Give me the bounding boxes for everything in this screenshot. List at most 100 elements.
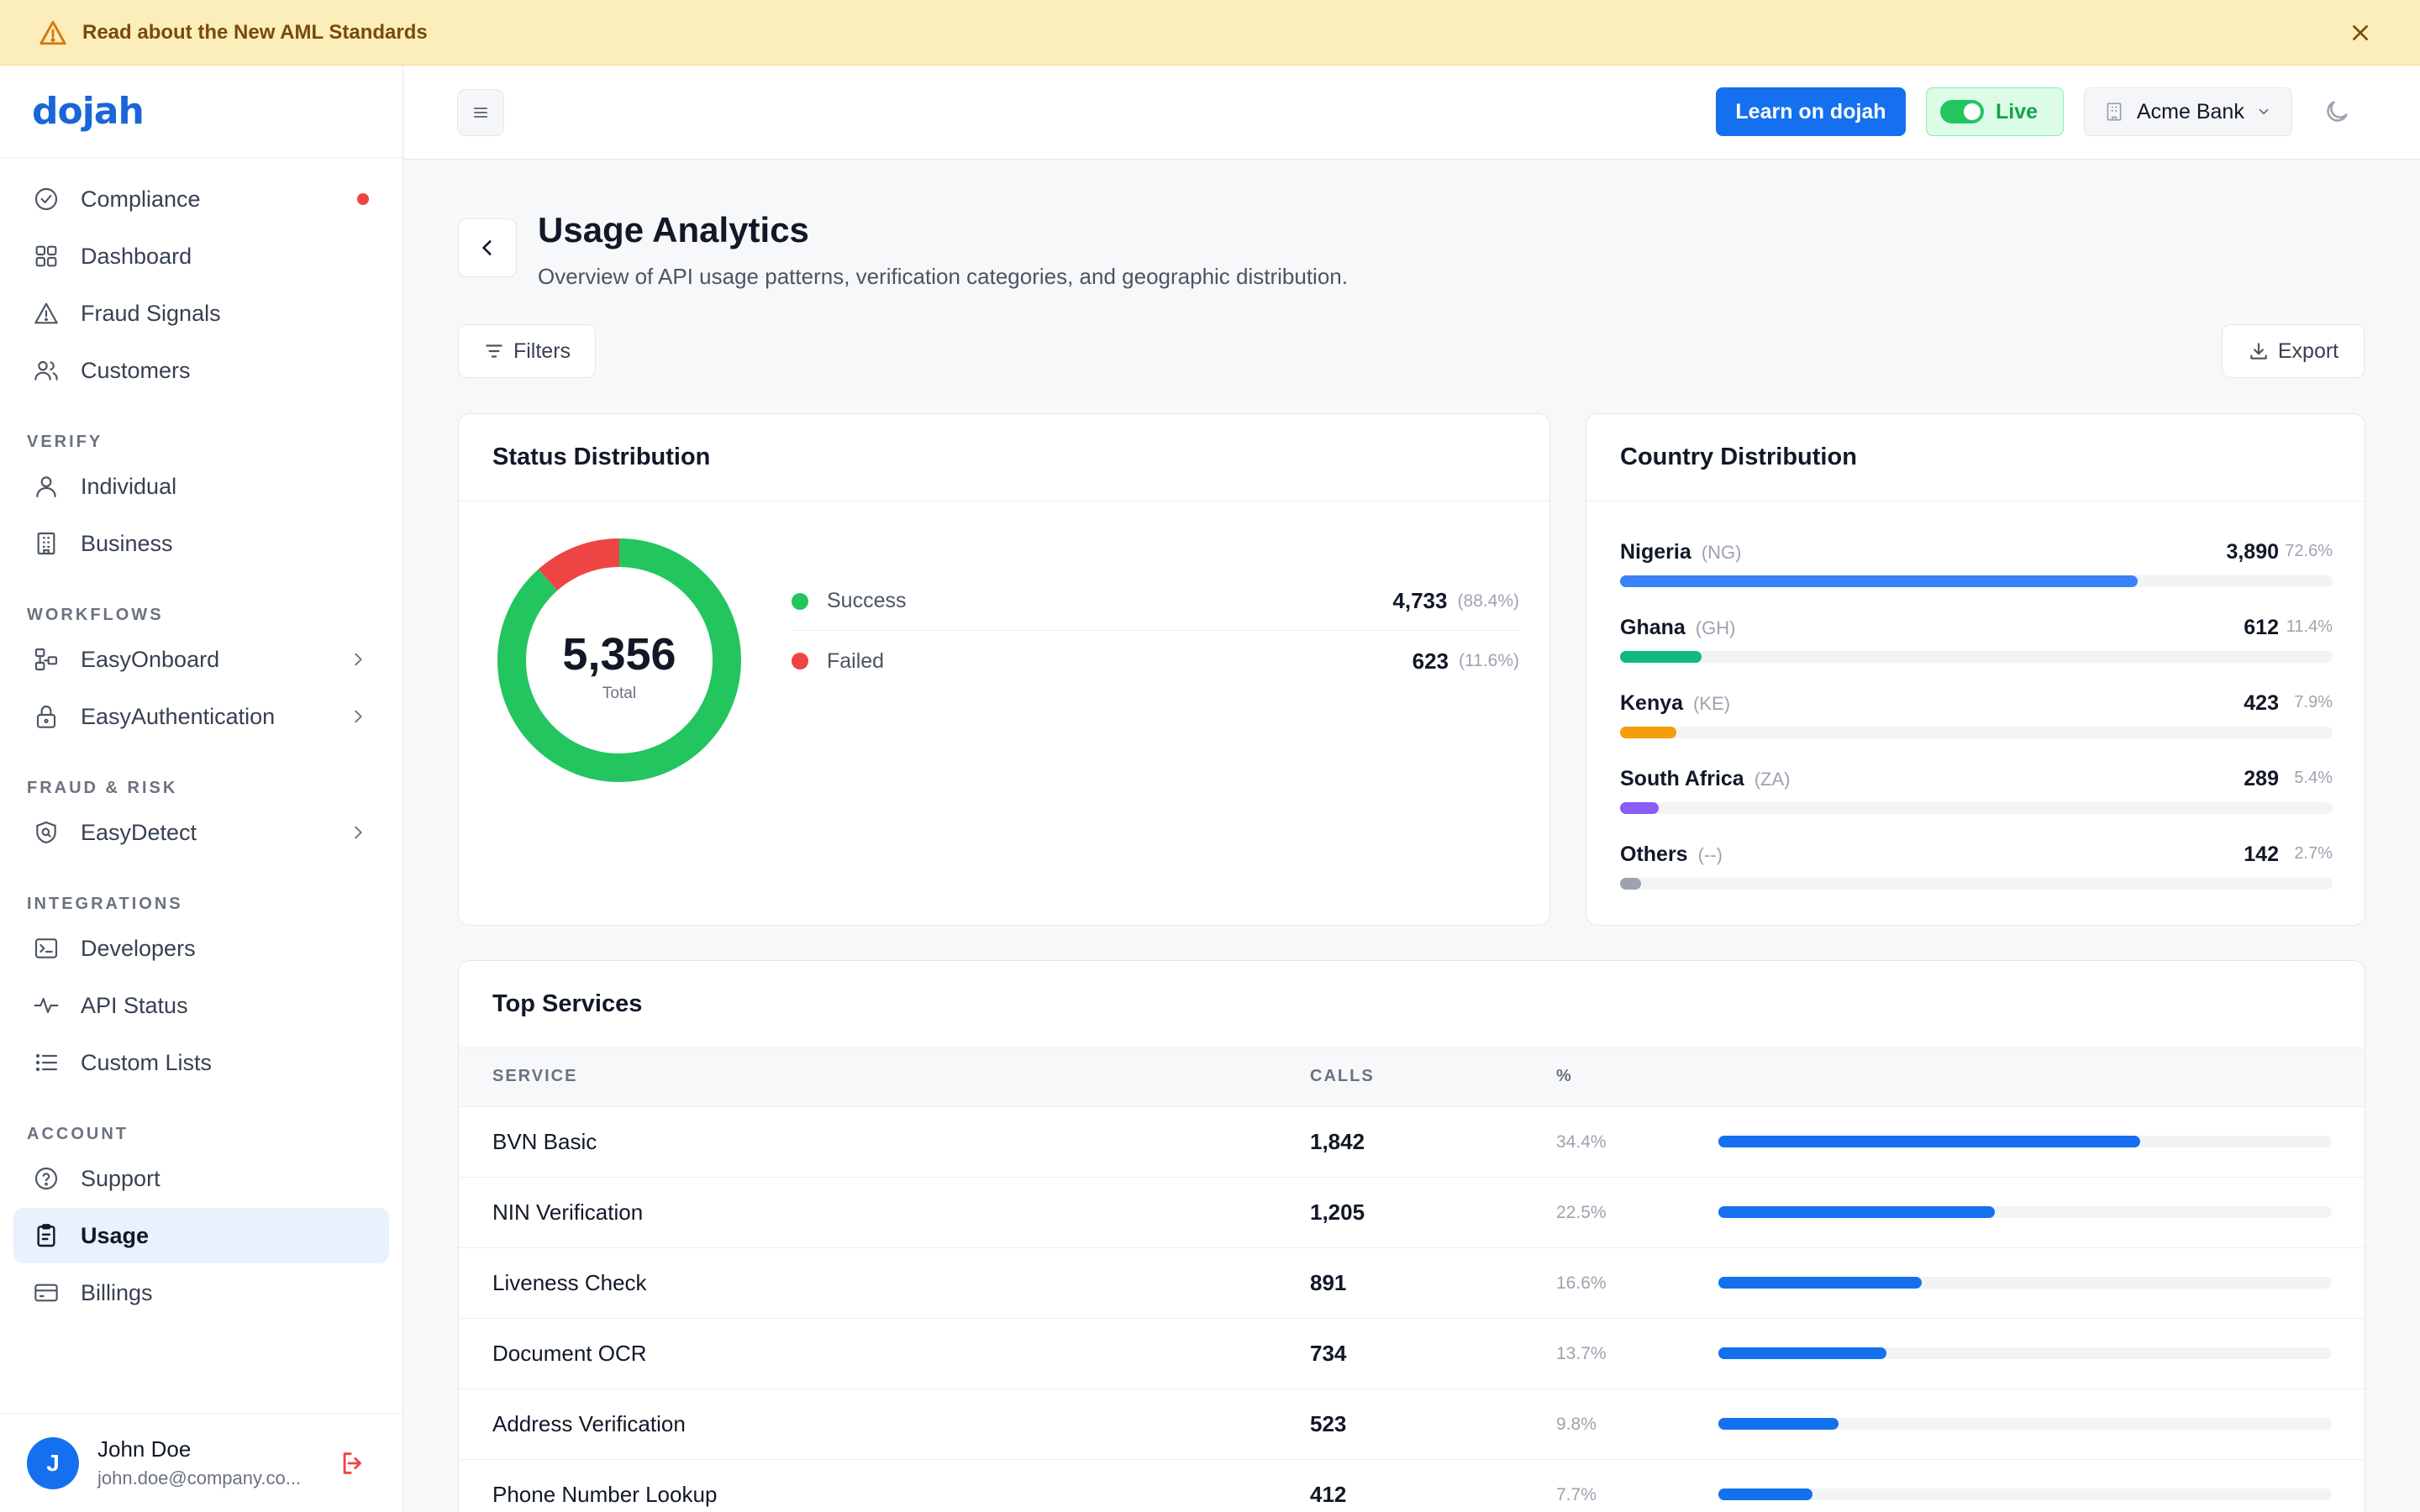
close-banner-button[interactable] (2344, 17, 2376, 49)
chevron-right-icon (355, 710, 362, 723)
live-mode-toggle[interactable]: Live (1926, 87, 2064, 136)
table-row[interactable]: NIN Verification 1,205 22.5% (459, 1178, 2365, 1248)
country-bar-fill (1620, 727, 1676, 738)
section-account: ACCOUNT (27, 1125, 129, 1143)
country-name: South Africa (ZA) (1620, 767, 1790, 791)
legend-dot-failed (792, 653, 808, 669)
country-name-text: South Africa (1620, 767, 1744, 790)
column-header-percent: % (1556, 1067, 1573, 1085)
sidebar-item-fraud-signals[interactable]: Fraud Signals (13, 286, 389, 341)
sidebar-item-label: Individual (81, 473, 177, 499)
sidebar-item-easyonboard[interactable]: EasyOnboard (13, 632, 389, 687)
sidebar-item-support[interactable]: Support (13, 1151, 389, 1206)
country-bar-track (1620, 802, 2333, 814)
sidebar-item-billings[interactable]: Billings (13, 1265, 389, 1320)
donut-total-label: Total (602, 685, 637, 702)
service-percent: 9.8% (1556, 1415, 1597, 1434)
logout-icon[interactable] (339, 1449, 367, 1478)
terminal-icon (32, 934, 60, 963)
sidebar-item-customers[interactable]: Customers (13, 343, 389, 398)
sidebar-item-dashboard[interactable]: Dashboard (13, 228, 389, 284)
user-name: John Doe (97, 1436, 192, 1462)
avatar: J (27, 1436, 79, 1489)
learn-on-dojah-button[interactable]: Learn on dojah (1716, 87, 1906, 136)
section-integrations: INTEGRATIONS (27, 895, 183, 913)
chevron-down-icon (2259, 108, 2269, 115)
service-bar-track (1718, 1488, 2332, 1500)
card-title: Country Distribution (1620, 444, 1857, 470)
sidebar-item-label: EasyDetect (81, 819, 197, 845)
table-row[interactable]: Address Verification 523 9.8% (459, 1389, 2365, 1460)
section-fraud-risk: FRAUD & RISK (27, 779, 178, 797)
sidebar-item-business[interactable]: Business (13, 516, 389, 571)
sidebar-item-api-status[interactable]: API Status (13, 978, 389, 1033)
export-button[interactable]: Export (2222, 324, 2365, 378)
activity-icon (32, 991, 60, 1020)
sidebar-item-developers[interactable]: Developers (13, 921, 389, 976)
filters-button[interactable]: Filters (458, 324, 596, 378)
donut-total-value: 5,356 (562, 629, 676, 680)
clipboard-icon (32, 1221, 60, 1250)
sidebar-item-label: Business (81, 530, 173, 556)
sidebar-item-individual[interactable]: Individual (13, 459, 389, 514)
table-header: SERVICE CALLS % (459, 1048, 2365, 1107)
service-bar-fill (1718, 1136, 2141, 1147)
dojah-logo[interactable]: dojah (32, 90, 145, 133)
country-count: 612 (2244, 616, 2279, 639)
hamburger-icon (474, 108, 487, 118)
back-button[interactable] (458, 218, 517, 277)
donut-slice-success[interactable] (497, 538, 741, 782)
banner-link[interactable]: Read about the New AML Standards (82, 20, 428, 44)
user-profile[interactable]: J John Doe john.doe@company.co... (0, 1413, 402, 1512)
alert-dot (357, 193, 369, 205)
lock-icon (32, 702, 60, 731)
legend-name: Success (827, 589, 907, 612)
sidebar-item-label: Custom Lists (81, 1049, 213, 1075)
country-name-text: Kenya (1620, 691, 1684, 715)
service-calls: 891 (1310, 1270, 1347, 1295)
sidebar-item-label: Fraud Signals (81, 300, 221, 326)
status-distribution-card: Status Distribution 5,356 Total Success … (458, 413, 1550, 926)
service-calls: 1,205 (1310, 1200, 1365, 1225)
table-row[interactable]: Liveness Check 891 16.6% (459, 1248, 2365, 1319)
service-bar-fill (1718, 1347, 1887, 1359)
menu-toggle-button[interactable] (457, 89, 504, 136)
service-bar-fill (1718, 1488, 1813, 1500)
sidebar-item-custom-lists[interactable]: Custom Lists (13, 1035, 389, 1090)
top-services-card: Top Services SERVICE CALLS % BVN Basic 1,… (458, 960, 2365, 1512)
organization-select[interactable]: Acme Bank (2084, 87, 2292, 136)
top-bar: Learn on dojah Live Acme Bank (403, 66, 2420, 160)
table-row[interactable]: BVN Basic 1,842 34.4% (459, 1107, 2365, 1178)
live-label: Live (1996, 99, 2039, 123)
country-bar-track (1620, 651, 2333, 663)
warning-icon (32, 299, 60, 328)
country-code: (--) (1697, 844, 1723, 865)
country-name: Kenya (KE) (1620, 691, 1730, 716)
sidebar: dojah Compliance Dashboard Fraud Signals… (0, 66, 403, 1512)
list-icon (32, 1048, 60, 1077)
country-name: Ghana (GH) (1620, 616, 1735, 640)
sidebar-item-easydetect[interactable]: EasyDetect (13, 805, 389, 860)
country-row: Kenya (KE) 423 7.9% (1620, 691, 2333, 767)
service-calls: 1,842 (1310, 1129, 1365, 1154)
country-count: 3,890 (2226, 540, 2279, 564)
page-title: Usage Analytics (538, 210, 809, 249)
moon-icon[interactable] (2323, 97, 2351, 126)
service-name: Phone Number Lookup (492, 1482, 718, 1507)
table-row[interactable]: Phone Number Lookup 412 7.7% (459, 1460, 2365, 1512)
sidebar-item-usage[interactable]: Usage (13, 1208, 389, 1263)
service-bar-fill (1718, 1277, 1923, 1289)
service-bar-track (1718, 1418, 2332, 1430)
filters-label: Filters (513, 339, 571, 363)
sidebar-item-easyauthentication[interactable]: EasyAuthentication (13, 689, 389, 744)
country-percent: 11.4% (2286, 617, 2333, 636)
country-row: Ghana (GH) 612 11.4% (1620, 616, 2333, 691)
legend-row-failed: Failed 623 (11.6%) (792, 632, 1519, 690)
country-code: (GH) (1695, 617, 1736, 638)
sidebar-item-label: Developers (81, 935, 196, 961)
country-name: Others (--) (1620, 843, 1723, 867)
sidebar-item-compliance[interactable]: Compliance (13, 171, 389, 227)
country-name-text: Ghana (1620, 616, 1686, 639)
table-row[interactable]: Document OCR 734 13.7% (459, 1319, 2365, 1389)
sidebar-nav: Compliance Dashboard Fraud Signals Custo… (0, 158, 402, 1320)
